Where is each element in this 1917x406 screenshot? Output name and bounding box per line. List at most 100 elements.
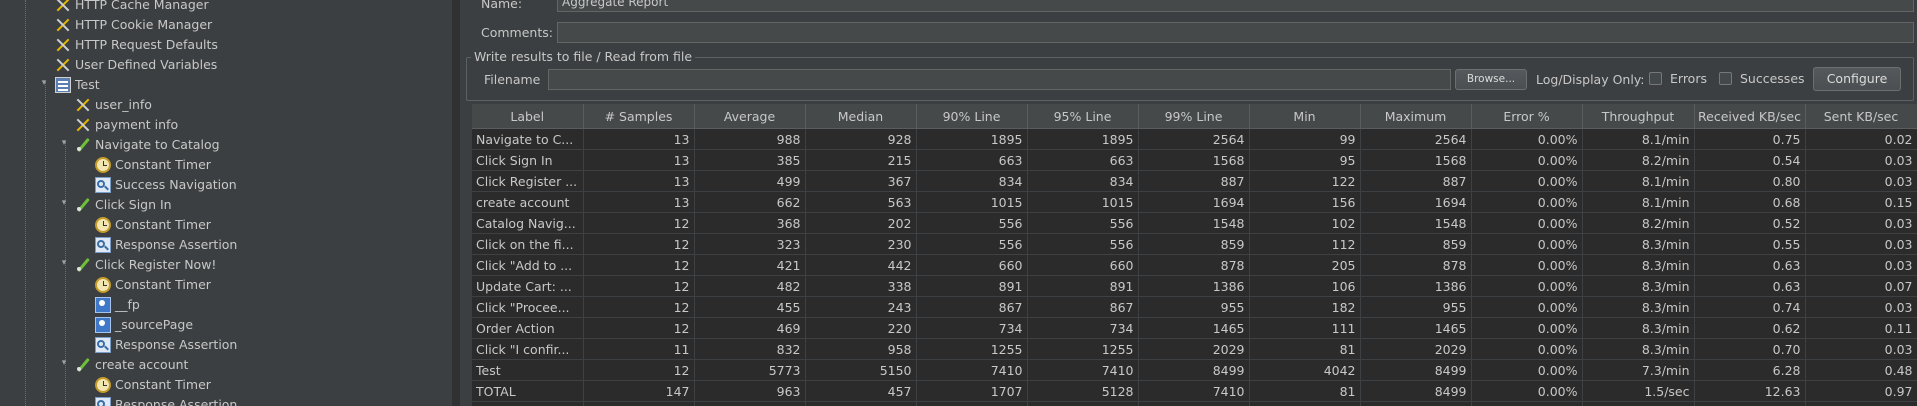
tree-item-constant-timer[interactable]: Constant Timer [95, 275, 211, 295]
table-cell: 0.15 [1805, 191, 1917, 213]
column-header-label[interactable]: Label [472, 104, 584, 129]
table-cell: 1548 [1138, 212, 1250, 234]
tree-item-http-cache-manager[interactable]: HTTP Cache Manager [55, 0, 209, 15]
tree-item-response-assertion[interactable]: Response Assertion [95, 395, 237, 406]
tree-item-user-info[interactable]: user_info [75, 95, 152, 115]
table-row[interactable]: Click on the fi... 12 323 230 556 556 859 112 85… [472, 233, 1917, 255]
collapse-toggle-icon[interactable]: ▾ [61, 198, 67, 208]
tree-item-navigate-to-catalog[interactable]: Navigate to Catalog [75, 135, 220, 155]
table-cell: 0.00% [1471, 233, 1583, 255]
errors-checkbox[interactable] [1649, 72, 1662, 85]
tree-item-click-register-now[interactable]: Click Register Now! [75, 255, 216, 275]
tree-item-sourcepage-extractor[interactable]: _sourcePage [95, 315, 193, 335]
table-cell: 8499 [1138, 359, 1250, 381]
table-cell: 12 [583, 359, 695, 381]
tree-item-response-assertion[interactable]: Response Assertion [95, 335, 237, 355]
column-header-samples[interactable]: # Samples [583, 104, 695, 129]
tree-item-http-request-defaults[interactable]: HTTP Request Defaults [55, 35, 218, 55]
tree-item-constant-timer[interactable]: Constant Timer [95, 375, 211, 395]
tree-item-thread-group-test[interactable]: Test [55, 75, 100, 95]
column-header-received-kb[interactable]: Received KB/sec [1694, 104, 1806, 129]
timer-icon [95, 217, 111, 233]
tree-item-click-sign-in[interactable]: Click Sign In [75, 195, 172, 215]
configure-button[interactable]: Configure [1813, 67, 1901, 91]
column-header-throughput[interactable]: Throughput [1582, 104, 1695, 129]
table-row[interactable]: Update Cart: ... 12 482 338 891 891 1386 106 138… [472, 275, 1917, 297]
successes-label: Successes [1740, 71, 1805, 86]
table-row[interactable]: create account 13 662 563 1015 1015 1694 156 169… [472, 191, 1917, 213]
tree-item-constant-timer[interactable]: Constant Timer [95, 155, 211, 175]
table-cell: 0.80 [1694, 170, 1806, 192]
row-label-cell: Order Action [472, 317, 584, 339]
column-header-maximum[interactable]: Maximum [1360, 104, 1472, 129]
table-cell: 0.68 [1694, 191, 1806, 213]
column-header-median[interactable]: Median [805, 104, 917, 129]
log-display-only-label: Log/Display Only: [1536, 72, 1645, 87]
column-header-90-line[interactable]: 90% Line [916, 104, 1028, 129]
tree-item-response-assertion[interactable]: Response Assertion [95, 235, 237, 255]
table-cell: 457 [805, 380, 917, 402]
aggregate-table-container[interactable]: Label # Samples Average Median 90% Line … [472, 104, 1917, 406]
name-field[interactable]: Aggregate Report [557, 0, 1914, 12]
table-row[interactable]: Click Sign In 13 385 215 663 663 1568 95 1568 0.0… [472, 149, 1917, 171]
column-header-min[interactable]: Min [1249, 104, 1361, 129]
post-processor-icon [95, 297, 111, 313]
table-cell: 12 [583, 317, 695, 339]
table-cell: 1255 [1027, 338, 1139, 360]
tree-guide-line [25, 0, 26, 406]
table-cell: 0.03 [1805, 296, 1917, 318]
table-cell: 832 [694, 338, 806, 360]
table-header-row: Label # Samples Average Median 90% Line … [472, 104, 1917, 129]
tree-item-create-account[interactable]: create account [75, 355, 188, 375]
table-row[interactable]: Click "Procee... 12 455 243 867 867 955 182 955 0… [472, 296, 1917, 318]
tree-item-user-defined-variables[interactable]: User Defined Variables [55, 55, 217, 75]
table-row[interactable]: TOTAL 147 963 457 1707 5128 7410 81 8499 0.00% 1.5… [472, 380, 1917, 402]
successes-checkbox[interactable] [1719, 72, 1732, 85]
table-row[interactable]: Test 12 5773 5150 7410 7410 8499 4042 8499 0.00% 7… [472, 359, 1917, 381]
table-cell: 106 [1249, 275, 1361, 297]
table-row[interactable]: Click "I confir... 11 832 958 1255 1255 2029 81… [472, 338, 1917, 360]
table-cell: 12 [583, 233, 695, 255]
tree-item-success-navigation[interactable]: Success Navigation [95, 175, 237, 195]
tree-item-http-cookie-manager[interactable]: HTTP Cookie Manager [55, 15, 212, 35]
config-element-icon [55, 37, 71, 53]
column-header-average[interactable]: Average [694, 104, 806, 129]
table-cell: 12 [583, 254, 695, 276]
comments-field[interactable] [557, 22, 1914, 43]
browse-button[interactable]: Browse... [1455, 69, 1527, 90]
collapse-toggle-icon[interactable]: ▾ [61, 258, 67, 268]
table-row[interactable]: Navigate to C... 13 988 928 1895 1895 2564 99 25… [472, 128, 1917, 150]
column-header-error-percent[interactable]: Error % [1471, 104, 1583, 129]
table-cell: 0.63 [1694, 254, 1806, 276]
collapse-toggle-icon[interactable]: ▾ [41, 78, 47, 88]
panel-splitter[interactable] [452, 0, 460, 406]
filename-field[interactable] [548, 69, 1451, 90]
table-cell: 662 [694, 191, 806, 213]
column-header-sent-kb[interactable]: Sent KB/sec [1805, 104, 1917, 129]
column-header-95-line[interactable]: 95% Line [1027, 104, 1139, 129]
table-cell: 2029 [1138, 338, 1250, 360]
table-row[interactable]: Click "Add to ... 12 421 442 660 660 878 205 878… [472, 254, 1917, 276]
table-row[interactable]: Catalog Navig... 12 368 202 556 556 1548 102 154… [472, 212, 1917, 234]
column-header-99-line[interactable]: 99% Line [1138, 104, 1250, 129]
table-cell: 81 [1249, 380, 1361, 402]
http-sampler-icon [75, 357, 91, 373]
aggregate-report-panel: Name: Aggregate Report Comments: Write r… [460, 0, 1917, 406]
tree-item-payment-info[interactable]: payment info [75, 115, 178, 135]
collapse-toggle-icon[interactable]: ▾ [61, 358, 67, 368]
file-group-title: Write results to file / Read from file [471, 49, 696, 64]
collapse-toggle-icon[interactable]: ▾ [61, 138, 67, 148]
tree-item-fp-extractor[interactable]: __fp [95, 295, 140, 315]
empty-cell [1805, 401, 1917, 406]
tree-item-label: __fp [115, 297, 140, 312]
test-plan-tree[interactable]: HTTP Cache Manager HTTP Cookie Manager H… [0, 0, 452, 406]
table-row[interactable]: Click Register ... 13 499 367 834 834 887 122 88… [472, 170, 1917, 192]
table-cell: 205 [1249, 254, 1361, 276]
table-cell: 5150 [805, 359, 917, 381]
tree-guide-line [65, 142, 66, 406]
empty-cell [583, 401, 695, 406]
tree-item-constant-timer[interactable]: Constant Timer [95, 215, 211, 235]
table-cell: 0.03 [1805, 149, 1917, 171]
table-row[interactable]: Order Action 12 469 220 734 734 1465 111 1465 0.0… [472, 317, 1917, 339]
timer-icon [95, 157, 111, 173]
